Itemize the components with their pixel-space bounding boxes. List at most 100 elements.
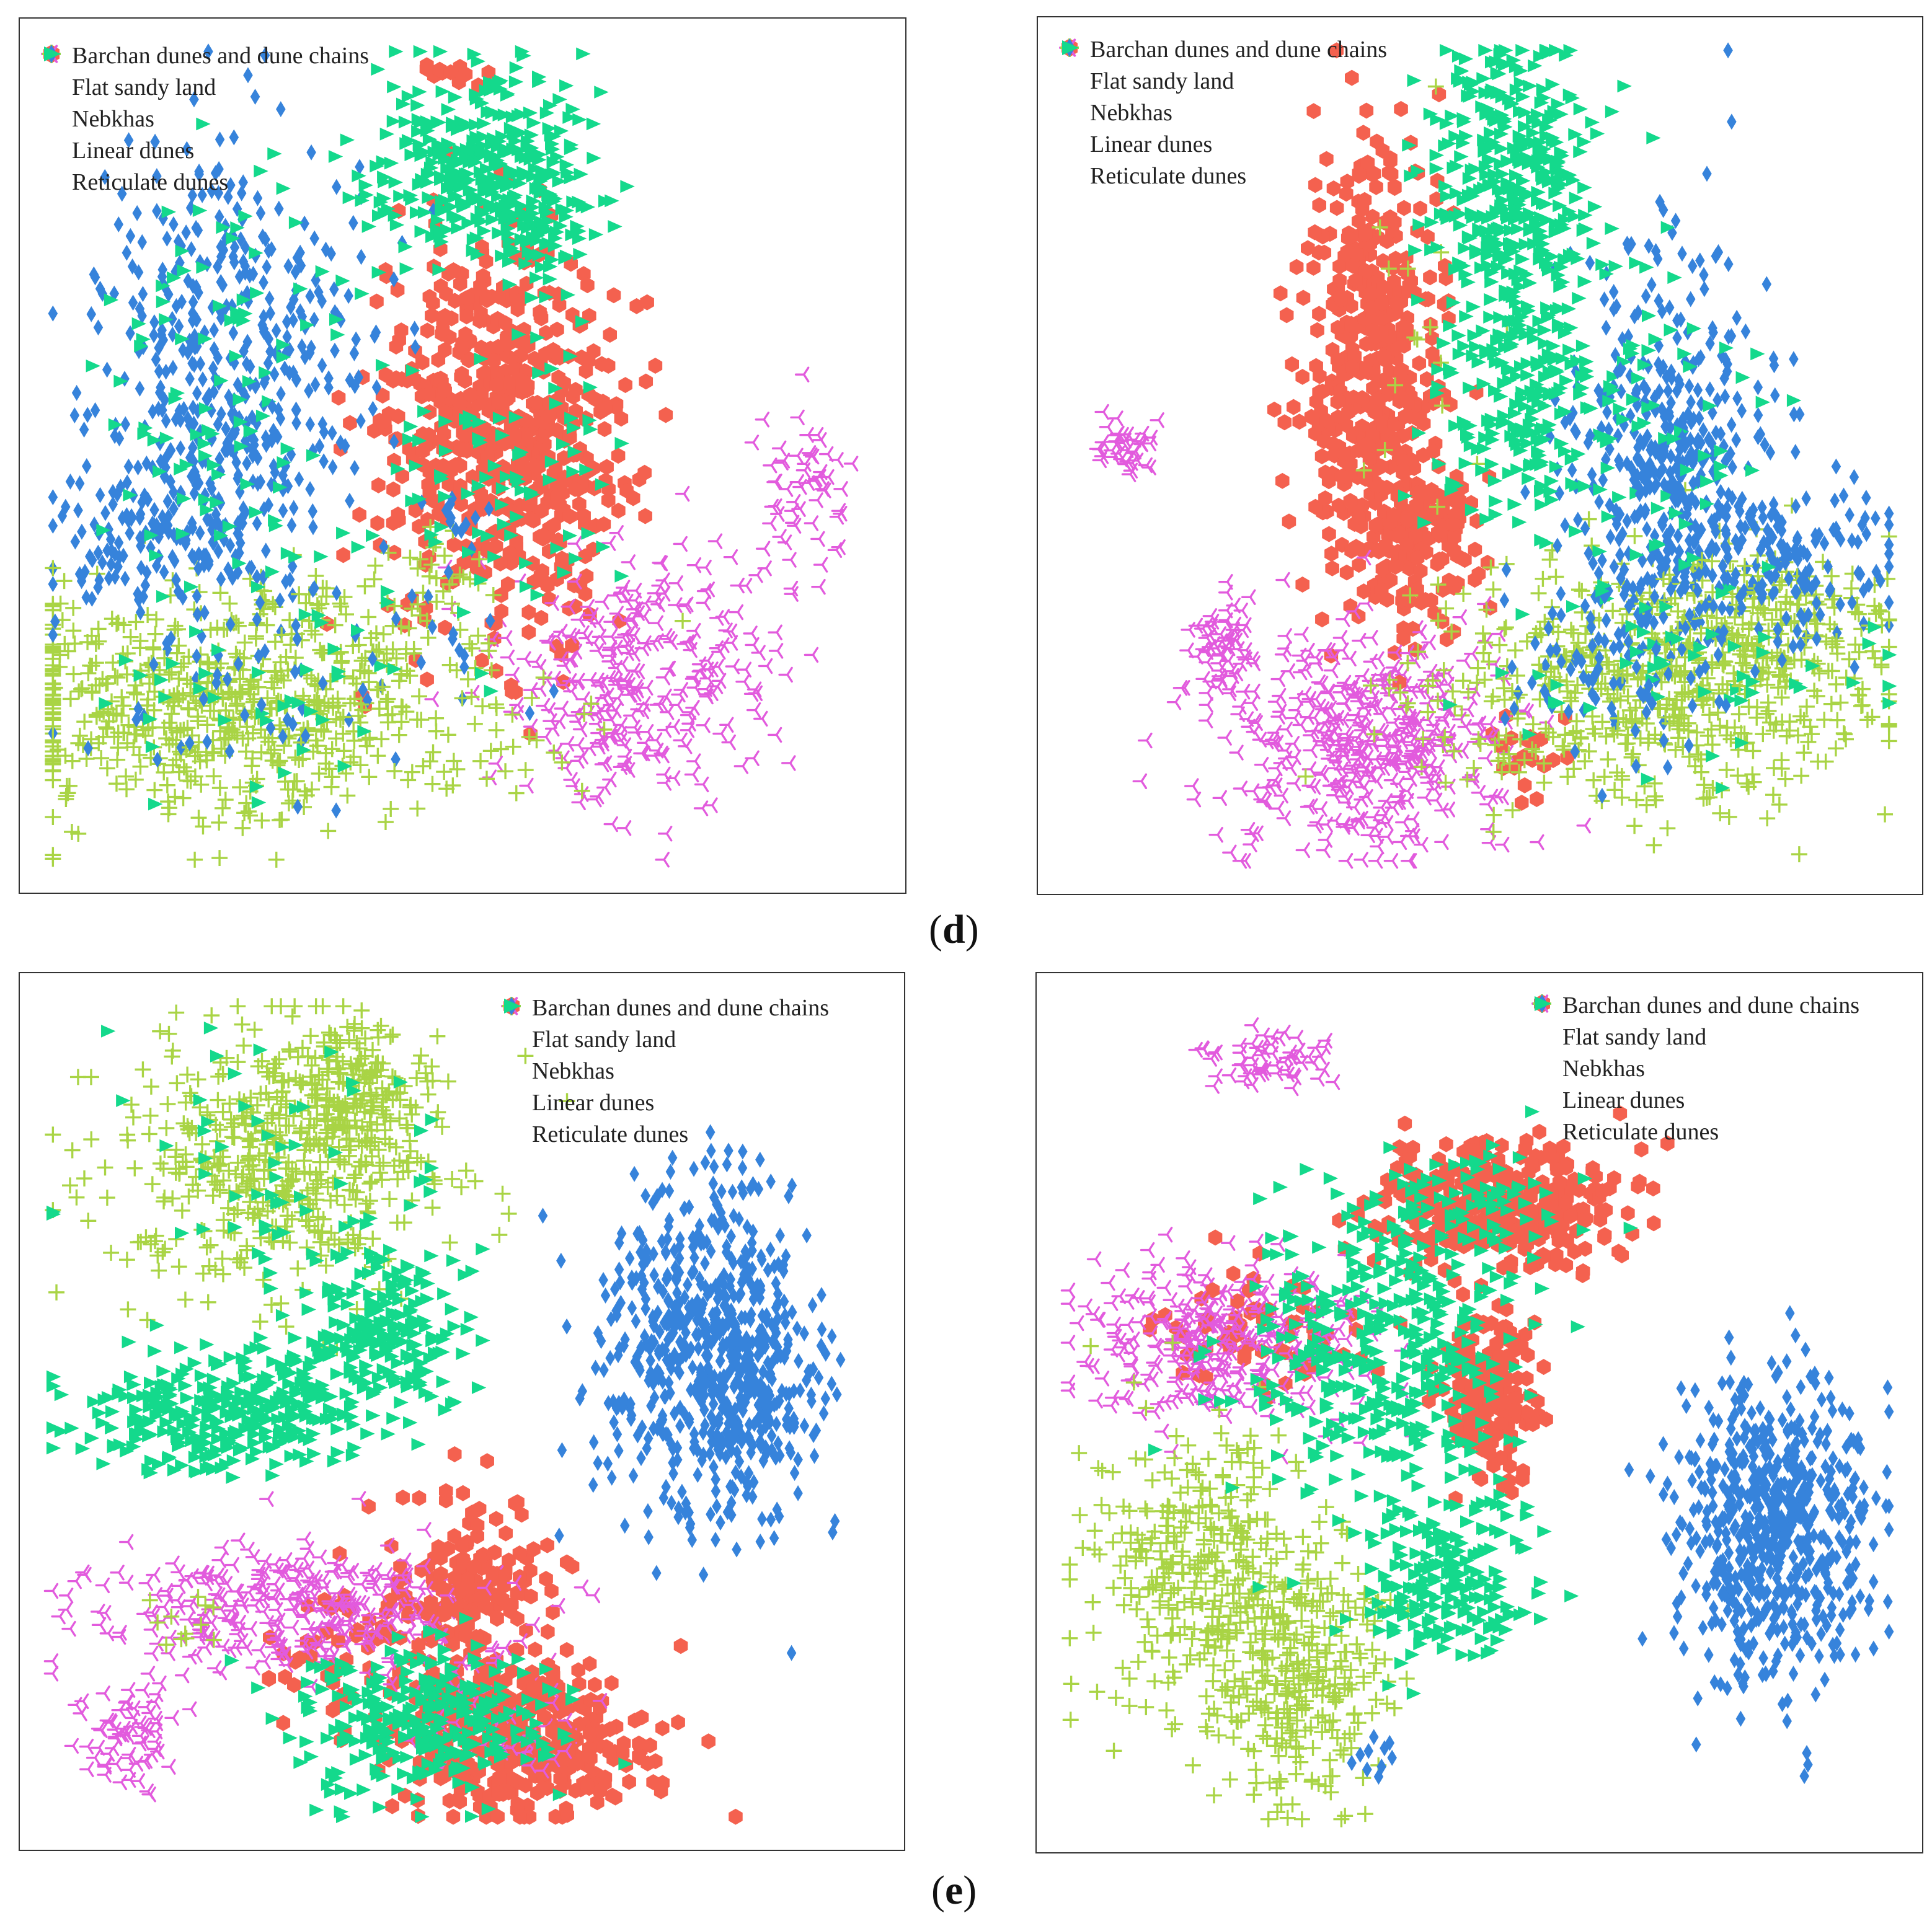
scatter-point-barchan [370,515,384,531]
scatter-point-flat [676,635,691,652]
scatter-point-linear [345,492,355,509]
scatter-point-barchan [479,292,494,309]
scatter-point-barchan [472,312,487,329]
legend-label: Nebkhas [72,105,154,133]
scatter-point-flat [537,729,552,745]
scatter-point-barchan [438,342,452,358]
scatter-point-flat [1313,801,1327,817]
scatter-point-linear [77,523,87,540]
scatter-point-reticulate [293,282,308,296]
scatter-point-flat [1278,722,1293,738]
scatter-point-reticulate [1484,293,1499,306]
scatter-point-flat [1132,773,1148,790]
scatter-point-nebkhas [51,658,68,675]
scatter-point-barchan [343,415,357,431]
scatter-point-reticulate [530,271,544,285]
scatter-point-linear [82,457,92,474]
scatter-point-flat [1233,780,1248,797]
scatter-point-nebkhas [268,851,285,868]
scatter-point-linear [120,416,131,433]
scatter-point-flat [1199,697,1213,713]
scatter-point-nebkhas [1399,655,1416,671]
scatter-point-flat [1324,662,1339,679]
scatter-point-flat [1313,676,1329,692]
scatter-point-linear [1693,382,1703,399]
scatter-point-reticulate [433,45,448,58]
scatter-point-barchan [476,268,490,285]
scatter-point-barchan [378,366,393,383]
scatter-point-nebkhas [357,578,373,594]
scatter-point-barchan [1282,513,1296,530]
scatter-point-nebkhas [1580,743,1597,760]
scatter-point-nebkhas [211,850,228,867]
scatter-point-barchan [534,609,549,626]
scatter-point-flat [678,738,693,754]
scatter-point-linear [90,402,100,418]
scatter-point-linear [50,613,60,630]
scatter-point-flat [668,575,683,591]
scatter-point-flat [686,557,702,573]
scatter-point-nebkhas [87,635,104,652]
scatter-point-nebkhas [211,814,228,831]
scatter-point-flat [693,800,709,816]
scatter-point-flat [575,625,590,641]
scatter-point-nebkhas [449,761,466,777]
scatter-point-flat [1150,412,1164,428]
scatter-point-nebkhas [474,698,491,715]
scatter-point-barchan [394,322,409,339]
scatter-point-flat [601,535,616,551]
scatter-point-nebkhas [1647,788,1664,805]
scatter-point-linear [149,501,159,518]
scatter-point-barchan [1339,564,1354,581]
scatter-point-flat [775,453,791,469]
scatter-point-flat [1440,676,1455,693]
scatter-point-nebkhas [1445,683,1461,700]
scatter-point-reticulate [573,247,588,261]
scatter-point-barchan [432,61,447,78]
scatter-point-linear [202,733,212,750]
scatter-point-linear [140,577,151,594]
scatter-point-barchan [426,295,440,311]
scatter-point-flat [673,536,688,552]
scatter-point-flat [762,515,777,531]
scatter-point-barchan [569,403,583,420]
scatter-point-barchan [446,536,461,553]
scatter-point-flat [1295,842,1311,859]
scatter-point-barchan [1315,611,1329,628]
scatter-point-nebkhas [1796,744,1812,761]
scatter-point-flat [1195,671,1210,687]
scatter-point-reticulate [251,666,267,679]
scatter-point-reticulate [330,328,345,342]
scatter-point-barchan [1397,200,1411,216]
scatter-point-reticulate [620,180,635,193]
scatter-point-barchan [1314,448,1329,465]
scatter-point-nebkhas [1535,570,1551,587]
scatter-point-flat [1176,679,1190,696]
legend-item-barchan: Barchan dunes and dune chains [37,40,369,71]
scatter-point-nebkhas [80,665,97,682]
scatter-point-linear [331,802,341,819]
scatter-point-linear [132,205,142,221]
scatter-point-reticulate [296,743,311,757]
scatter-point-flat [1293,664,1308,681]
scatter-point-reticulate [484,684,499,698]
scatter-point-flat [482,769,497,785]
scatter-point-flat [1337,696,1352,712]
scatter-point-barchan [586,460,600,477]
scatter-point-barchan [534,502,549,519]
scatter-point-nebkhas [65,622,82,639]
scatter-point-flat [608,587,623,604]
scatter-point-barchan [1275,472,1290,489]
scatter-point-linear [122,244,132,261]
scatter-point-nebkhas [504,706,521,723]
scatter-point-linear [351,331,361,348]
scatter-point-linear [1740,323,1751,340]
scatter-point-nebkhas [1606,782,1623,798]
scatter-point-flat [1269,800,1285,816]
scatter-point-flat [616,820,632,836]
scatter-point-barchan [648,358,663,374]
scatter-point-barchan [562,508,577,524]
scatter-point-flat [603,816,618,833]
scatter-point-nebkhas [65,599,82,616]
scatter-point-flat [554,700,569,717]
